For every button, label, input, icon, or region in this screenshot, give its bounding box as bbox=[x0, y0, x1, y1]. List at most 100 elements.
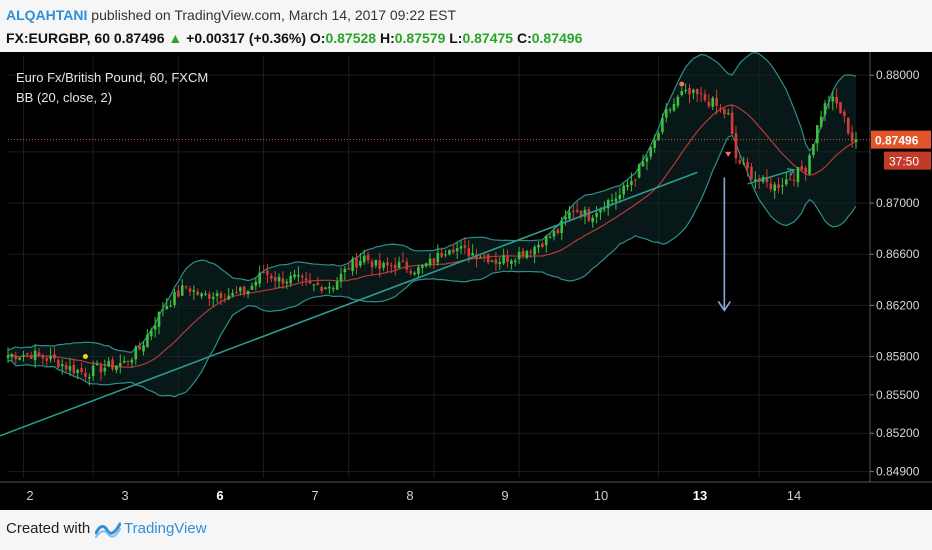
candle-body bbox=[270, 275, 273, 279]
candle-body bbox=[703, 94, 707, 101]
up-arrow-shaft bbox=[747, 169, 795, 185]
candle-body bbox=[591, 217, 594, 223]
candle-body bbox=[556, 229, 560, 234]
open-label: O: bbox=[309, 30, 326, 46]
candle-body bbox=[796, 167, 800, 183]
time-tick-label: 13 bbox=[693, 488, 707, 503]
candle-body bbox=[409, 271, 413, 274]
bb-fill bbox=[8, 52, 856, 397]
chart-area[interactable]: 0.88000 0.87000 0.86600 0.86200 0.85800 0.855… bbox=[0, 52, 932, 510]
candle-body bbox=[146, 334, 149, 348]
candle-body bbox=[72, 364, 76, 374]
countdown-label: 37:50 bbox=[889, 155, 919, 169]
price-chart[interactable]: 0.88000 0.87000 0.86600 0.86200 0.85800 0.855… bbox=[0, 52, 932, 510]
candle-body bbox=[281, 278, 285, 284]
candle-body bbox=[754, 179, 757, 181]
candle-body bbox=[804, 167, 807, 173]
price-tick-label: 0.88000 bbox=[876, 68, 920, 82]
candle-body bbox=[765, 177, 769, 183]
candle-body bbox=[57, 360, 60, 368]
candle-body bbox=[45, 358, 49, 361]
candle-body bbox=[479, 256, 482, 258]
candle-body bbox=[153, 325, 157, 330]
candle-body bbox=[641, 161, 645, 167]
candle-body bbox=[788, 179, 792, 181]
candle-body bbox=[231, 293, 234, 296]
candle-body bbox=[548, 236, 552, 238]
candle-body bbox=[401, 260, 405, 262]
time-tick-label: 7 bbox=[311, 488, 318, 503]
candle-body bbox=[610, 199, 614, 201]
candle-body bbox=[208, 294, 211, 299]
candle-body bbox=[339, 273, 343, 282]
candle-body bbox=[502, 255, 505, 264]
candle-body bbox=[626, 184, 629, 187]
instrument-title: Euro Fx/British Pound, 60, FXCM bbox=[16, 70, 209, 85]
time-tick-label: 10 bbox=[594, 488, 608, 503]
candle-body bbox=[53, 354, 56, 359]
candle-body bbox=[711, 97, 715, 107]
candle-body bbox=[41, 355, 45, 359]
candle-body bbox=[211, 296, 215, 299]
candle-body bbox=[239, 287, 242, 292]
candle-body bbox=[22, 355, 25, 357]
candle-body bbox=[177, 290, 180, 297]
candle-body bbox=[448, 250, 451, 255]
candle-body bbox=[827, 100, 831, 102]
tradingview-link[interactable]: TradingView bbox=[124, 520, 207, 537]
candle-body bbox=[726, 113, 730, 115]
candle-body bbox=[633, 179, 637, 181]
candle-body bbox=[258, 272, 261, 284]
trendline bbox=[0, 171, 698, 437]
candle-body bbox=[839, 102, 842, 114]
candle-body bbox=[680, 91, 684, 96]
price-axis-bg bbox=[870, 52, 932, 510]
candle-body bbox=[293, 274, 296, 278]
indicator-label[interactable]: BB (20, close, 2) bbox=[16, 90, 113, 105]
candle-body bbox=[328, 286, 331, 289]
time-axis[interactable]: 2 3 6 7 8 9 10 13 14 bbox=[0, 481, 932, 503]
candle-body bbox=[254, 281, 258, 286]
candle-body bbox=[451, 249, 455, 253]
candle-body bbox=[746, 161, 749, 169]
candle-body bbox=[819, 116, 823, 127]
candle-body bbox=[26, 353, 29, 355]
candle-body bbox=[18, 357, 21, 360]
candle-body bbox=[111, 359, 114, 370]
signal-dot bbox=[82, 354, 88, 360]
candle-body bbox=[169, 305, 172, 307]
candle-body bbox=[649, 147, 653, 157]
price-axis[interactable]: 0.88000 0.87000 0.86600 0.86200 0.85800 0.855… bbox=[869, 52, 932, 510]
last-price: 0.87496 bbox=[113, 30, 165, 46]
annotations bbox=[0, 81, 870, 437]
candle-body bbox=[393, 264, 397, 269]
candle-body bbox=[80, 368, 83, 373]
candle-body bbox=[699, 93, 703, 95]
candle-body bbox=[304, 278, 308, 281]
candle-body bbox=[180, 285, 184, 296]
candle-body bbox=[297, 275, 300, 277]
candle-body bbox=[773, 184, 776, 191]
candle-body bbox=[533, 246, 536, 255]
candle-body bbox=[432, 258, 436, 264]
candle-body bbox=[618, 194, 622, 200]
candle-body bbox=[366, 254, 370, 261]
candle-body bbox=[510, 260, 513, 264]
candle-body bbox=[850, 132, 854, 142]
candle-body bbox=[614, 198, 618, 202]
candle-body bbox=[126, 361, 130, 363]
candle-body bbox=[835, 96, 838, 104]
candle-body bbox=[630, 180, 633, 185]
candle-body bbox=[227, 295, 231, 300]
candle-body bbox=[331, 288, 335, 290]
candle-body bbox=[347, 268, 351, 270]
published-text: published on TradingView.com, March 14, … bbox=[87, 7, 457, 23]
change-value: +0.00317 (+0.36%) bbox=[186, 30, 307, 46]
candle-body bbox=[564, 217, 567, 220]
candle-body bbox=[84, 372, 87, 377]
candle-body bbox=[29, 355, 33, 359]
author-link[interactable]: ALQAHTANI bbox=[6, 7, 88, 23]
candle-body bbox=[792, 179, 796, 181]
candle-body bbox=[64, 365, 68, 370]
candle-body bbox=[242, 286, 246, 294]
